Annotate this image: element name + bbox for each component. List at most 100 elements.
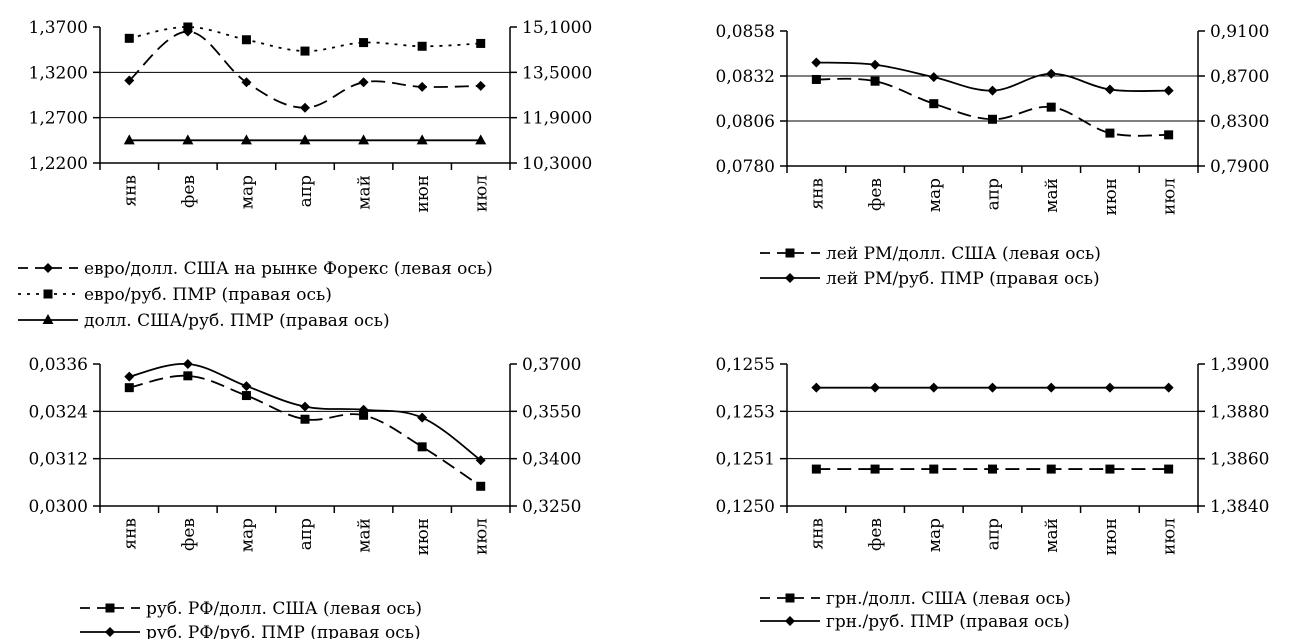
left-tick-label: 1,2200	[29, 154, 88, 174]
legend-swatch-marker	[785, 248, 795, 258]
left-tick-label: 0,0300	[29, 497, 88, 517]
data-point-1	[870, 76, 880, 86]
data-point-2	[928, 72, 939, 83]
data-point-2	[1163, 382, 1174, 393]
legend-label: лей РМ/долл. США (левая ось)	[826, 244, 1101, 264]
left-tick-label: 0,0336	[29, 355, 88, 375]
category-label: апр	[296, 518, 316, 550]
right-tick-label: 0,3250	[522, 497, 581, 517]
category-label: мар	[925, 178, 945, 212]
data-point-2	[124, 371, 135, 382]
right-tick-label: 1,3900	[1210, 355, 1269, 375]
left-tick-label: 0,0832	[716, 67, 775, 87]
category-label: июн	[413, 175, 433, 212]
category-label: апр	[296, 175, 316, 207]
data-point-2	[1163, 85, 1174, 96]
right-tick-label: 0,9100	[1210, 22, 1269, 42]
series-line-2	[129, 363, 482, 461]
data-point-2	[358, 404, 369, 415]
data-point-1	[300, 102, 310, 113]
category-label: июл	[472, 518, 492, 555]
data-point-1	[359, 410, 369, 420]
data-point-1	[300, 414, 310, 424]
data-point-3	[358, 134, 370, 145]
right-tick-label: 0,8300	[1210, 112, 1269, 132]
data-point-3	[475, 134, 487, 145]
chart-3: 0,0300 0,0312 0,0324 0,0336 0,3250 0,3400 0,35…	[29, 355, 582, 639]
data-point-2	[241, 35, 251, 45]
legend-swatch-marker	[43, 263, 53, 273]
legend-swatch-marker	[105, 627, 115, 637]
right-tick-label: 0,7900	[1210, 157, 1269, 177]
series-line-1	[129, 374, 482, 488]
data-point-2	[241, 381, 252, 392]
left-tick-label: 0,1255	[716, 355, 775, 375]
category-label: май	[1042, 518, 1062, 553]
data-point-2	[182, 359, 193, 369]
right-tick-label: 0,3400	[522, 450, 581, 470]
legend-label: грн./руб. ПМР (правая ось)	[826, 612, 1070, 632]
right-tick-label: 1,3840	[1210, 497, 1269, 517]
data-point-1	[1105, 464, 1115, 474]
data-point-2	[300, 46, 310, 56]
chart-4: 0,1250 0,1251 0,1253 0,1255 1,3840 1,3860 1,38…	[716, 355, 1270, 632]
data-point-3	[182, 134, 194, 145]
data-point-2	[928, 382, 939, 393]
category-label: май	[355, 175, 375, 210]
data-point-2	[987, 382, 998, 393]
category-label: янв	[807, 518, 827, 550]
category-label: мар	[237, 518, 257, 552]
chart-1: 1,2200 1,2700 1,3200 1,3700 10,3000 11,9000 13…	[18, 18, 592, 331]
left-tick-label: 0,0312	[29, 450, 88, 470]
category-label: фев	[866, 178, 886, 211]
category-label: янв	[120, 175, 140, 207]
category-label: июл	[472, 175, 492, 212]
legend-label: евро/долл. США на рынке Форекс (левая ос…	[84, 259, 493, 279]
left-tick-label: 0,1253	[716, 402, 775, 422]
category-label: июл	[1160, 178, 1180, 215]
data-point-2	[1046, 382, 1057, 393]
data-point-2	[1104, 382, 1115, 393]
left-tick-label: 0,0858	[716, 22, 775, 42]
data-point-1	[241, 77, 252, 88]
left-tick-label: 0,1251	[716, 450, 775, 470]
category-label: янв	[807, 178, 827, 210]
left-tick-label: 0,1250	[716, 497, 775, 517]
data-point-1	[124, 383, 134, 393]
data-point-2	[475, 455, 486, 466]
category-label: июн	[413, 518, 433, 555]
data-point-1	[929, 464, 939, 474]
category-label: июн	[1101, 518, 1121, 555]
data-point-1	[241, 391, 251, 401]
data-point-2	[417, 412, 428, 423]
data-point-1	[988, 114, 997, 124]
legend-label: грн./долл. США (левая ось)	[826, 589, 1071, 609]
right-tick-label: 15,1000	[522, 18, 592, 38]
right-tick-label: 0,8700	[1210, 67, 1269, 87]
data-point-2	[183, 22, 193, 32]
legend-swatch-marker	[42, 314, 54, 324]
data-point-1	[1105, 128, 1115, 138]
legend-swatch-marker	[785, 616, 795, 626]
right-tick-label: 13,5000	[522, 63, 592, 83]
data-point-2	[124, 33, 134, 43]
category-label: май	[1042, 178, 1062, 213]
category-label: июл	[1160, 518, 1180, 555]
data-point-2	[987, 85, 998, 96]
left-tick-label: 0,0780	[716, 157, 775, 177]
data-point-1	[1046, 464, 1056, 474]
category-label: фев	[179, 175, 199, 208]
data-point-1	[417, 81, 428, 92]
category-label: апр	[984, 518, 1004, 550]
legend-label: руб. РФ/руб. ПМР (правая ось)	[146, 623, 421, 639]
data-point-1	[811, 74, 821, 84]
category-label: янв	[120, 518, 140, 550]
left-tick-label: 0,0324	[29, 402, 88, 422]
data-point-1	[988, 464, 997, 474]
legend-label: руб. РФ/долл. США (левая ось)	[146, 599, 422, 619]
data-point-1	[475, 80, 486, 91]
category-label: апр	[984, 178, 1004, 210]
data-point-2	[476, 38, 486, 48]
category-label: май	[355, 518, 375, 553]
legend-swatch-marker	[785, 593, 795, 603]
